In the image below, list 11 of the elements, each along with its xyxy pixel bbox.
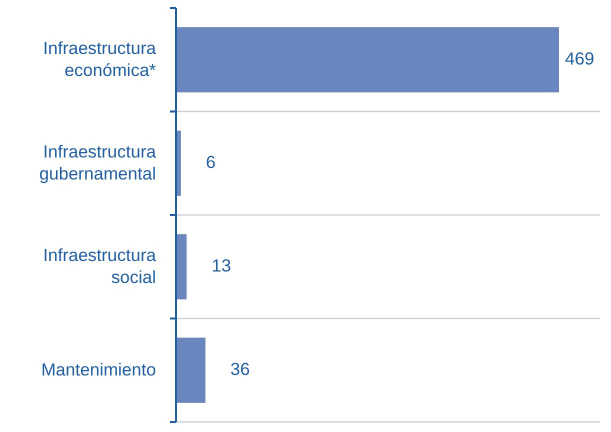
y-tick-label: Mantenimiento	[41, 358, 156, 379]
data-label: 13	[212, 255, 232, 276]
bar	[176, 338, 206, 403]
y-tick-label: Infraestructura económica*	[43, 37, 156, 80]
y-tick-label: Infraestructura gubernamental	[39, 140, 156, 183]
bar	[176, 27, 559, 92]
bar	[176, 234, 187, 300]
y-tick-label: Infraestructura social	[43, 244, 156, 286]
data-label: 469	[565, 48, 594, 68]
data-label: 6	[206, 152, 216, 172]
data-label: 36	[230, 358, 250, 379]
